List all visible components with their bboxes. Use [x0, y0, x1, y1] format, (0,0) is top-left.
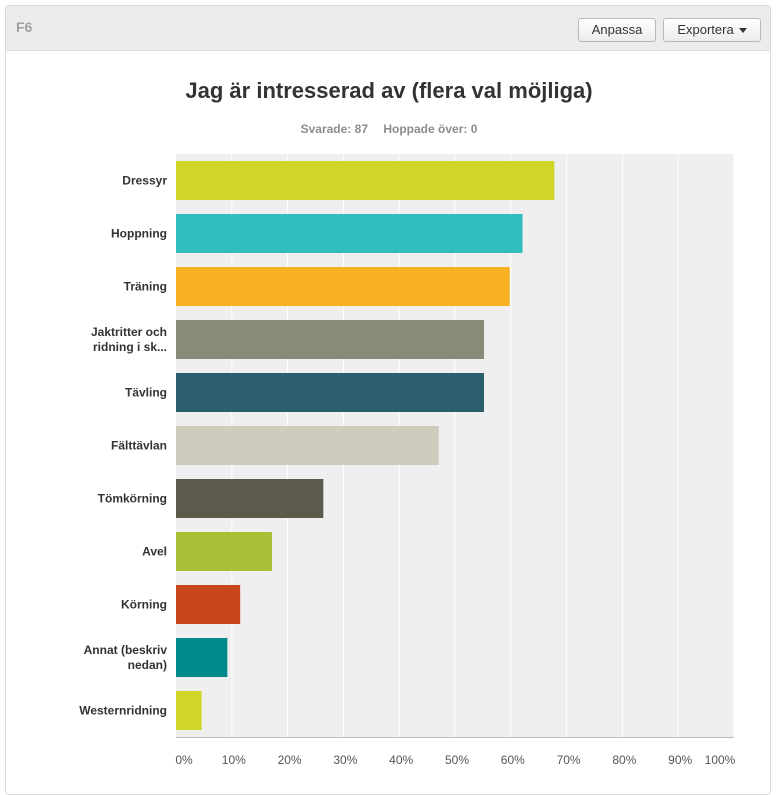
bar — [176, 320, 485, 359]
bar — [176, 267, 510, 306]
category-label: Tömkörning — [98, 492, 167, 506]
category-label-line: ridning i sk... — [93, 340, 167, 354]
category-label-line: Avel — [142, 545, 167, 559]
bar — [176, 161, 555, 200]
x-tick-label: 80% — [612, 753, 636, 767]
question-panel: F6 Anpassa Exportera Jag är intresserad … — [5, 5, 771, 795]
x-tick-label: 20% — [278, 753, 302, 767]
category-label: Tävling — [125, 386, 167, 400]
bar — [176, 691, 202, 730]
panel-header: F6 Anpassa Exportera — [6, 6, 770, 51]
chart-title: Jag är intresserad av (flera val möjliga… — [185, 78, 593, 103]
bar — [176, 638, 228, 677]
bar — [176, 373, 485, 412]
category-label-line: nedan) — [128, 658, 167, 672]
skipped-count: Hoppade över: 0 — [383, 122, 478, 136]
bar — [176, 585, 241, 624]
export-button-label: Exportera — [677, 22, 734, 37]
bar — [176, 479, 324, 518]
bar-chart: 0% 10% 20% 30% 40% 50% 60% 70% 80% 90% 100% Dressyr… — [79, 154, 736, 767]
category-label: Avel — [142, 545, 167, 559]
category-label: Träning — [124, 280, 167, 294]
x-tick-label: 60% — [501, 753, 525, 767]
bar — [176, 532, 272, 571]
bar — [176, 214, 523, 253]
category-label-line: Westernridning — [79, 704, 167, 718]
category-label-line: Körning — [121, 598, 167, 612]
category-label-line: Dressyr — [122, 174, 167, 188]
bar — [176, 426, 439, 465]
response-stats: Svarade: 87 Hoppade över: 0 — [6, 122, 772, 136]
answered-count: Svarade: 87 — [300, 122, 368, 136]
category-label-line: Annat (beskriv — [84, 643, 168, 657]
category-label-line: Hoppning — [111, 227, 167, 241]
x-tick-label: 30% — [333, 753, 357, 767]
category-label-line: Jaktritter och — [91, 325, 167, 339]
category-label: Körning — [121, 598, 167, 612]
x-tick-label: 50% — [445, 753, 469, 767]
category-label: Fälttävlan — [111, 439, 167, 453]
category-label: Westernridning — [79, 704, 167, 718]
caret-down-icon — [738, 28, 747, 34]
x-tick-label: 70% — [557, 753, 581, 767]
category-label-line: Tävling — [125, 386, 167, 400]
x-tick-label: 10% — [222, 753, 246, 767]
category-label-line: Fälttävlan — [111, 439, 167, 453]
category-label-line: Träning — [124, 280, 167, 294]
category-label: Dressyr — [122, 174, 167, 188]
customize-button[interactable]: Anpassa — [578, 18, 656, 42]
x-tick-label: 100% — [705, 753, 736, 767]
category-label: Jaktritter och ridning i sk... — [91, 325, 167, 354]
x-tick-label: 40% — [389, 753, 413, 767]
category-label: Annat (beskriv nedan) — [84, 643, 168, 672]
question-id: F6 — [16, 19, 33, 35]
category-label: Hoppning — [111, 227, 167, 241]
x-tick-label: 0% — [175, 753, 193, 767]
category-label-line: Tömkörning — [98, 492, 167, 506]
x-tick-label: 90% — [668, 753, 692, 767]
export-button[interactable]: Exportera — [663, 18, 761, 42]
